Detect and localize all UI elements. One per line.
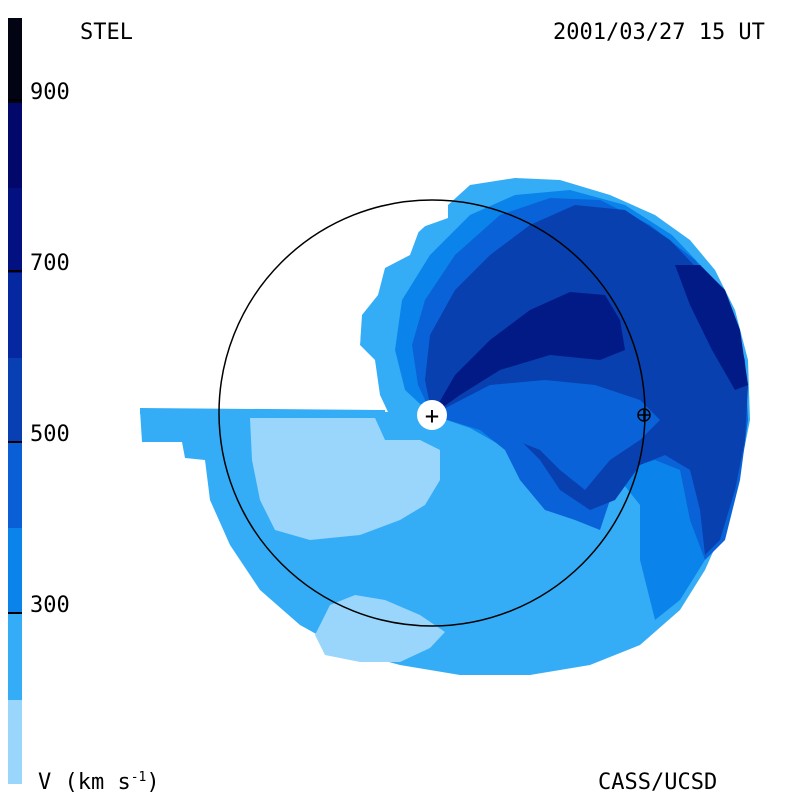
colorbar-band	[8, 103, 22, 188]
data-streak	[140, 408, 385, 414]
unit-close: )	[146, 770, 160, 795]
timestamp-label: 2001/03/27 15 UT	[553, 20, 765, 45]
velocity-region-v6-right	[675, 265, 748, 390]
data-gap	[220, 200, 448, 412]
unit-text: V (km s	[38, 770, 131, 795]
velocity-colorbar	[8, 18, 22, 784]
colorbar-tick-label: 300	[30, 593, 70, 618]
colorbar-unit-label: V (km s-1)	[38, 770, 160, 795]
velocity-region-v1	[250, 418, 440, 540]
colorbar-tick	[8, 99, 22, 101]
velocity-region-v5	[425, 205, 748, 555]
colorbar-tick	[8, 612, 22, 614]
colorbar-band	[8, 443, 22, 528]
colorbar-tick-label: 500	[30, 422, 70, 447]
colorbar-band	[8, 188, 22, 273]
earth-orbit	[218, 199, 646, 627]
velocity-region-v1-lower	[315, 595, 445, 662]
sun-marker	[417, 400, 447, 430]
colorbar-band	[8, 614, 22, 700]
colorbar-band	[8, 273, 22, 358]
model-label: STEL	[80, 20, 133, 45]
unit-exponent: -1	[130, 770, 147, 785]
credit-label: CASS/UCSD	[598, 770, 718, 795]
colorbar-band	[8, 700, 22, 784]
colorbar-band	[8, 528, 22, 614]
colorbar-tick	[8, 441, 22, 443]
colorbar-tick-label: 900	[30, 80, 70, 105]
colorbar-band	[8, 358, 22, 443]
colorbar-tick-label: 700	[30, 251, 70, 276]
velocity-band-v4	[432, 380, 660, 490]
colorbar-band	[8, 18, 22, 103]
sun-symbol: +	[425, 402, 439, 430]
colorbar-tick	[8, 270, 22, 272]
velocity-region-v6	[432, 292, 625, 415]
